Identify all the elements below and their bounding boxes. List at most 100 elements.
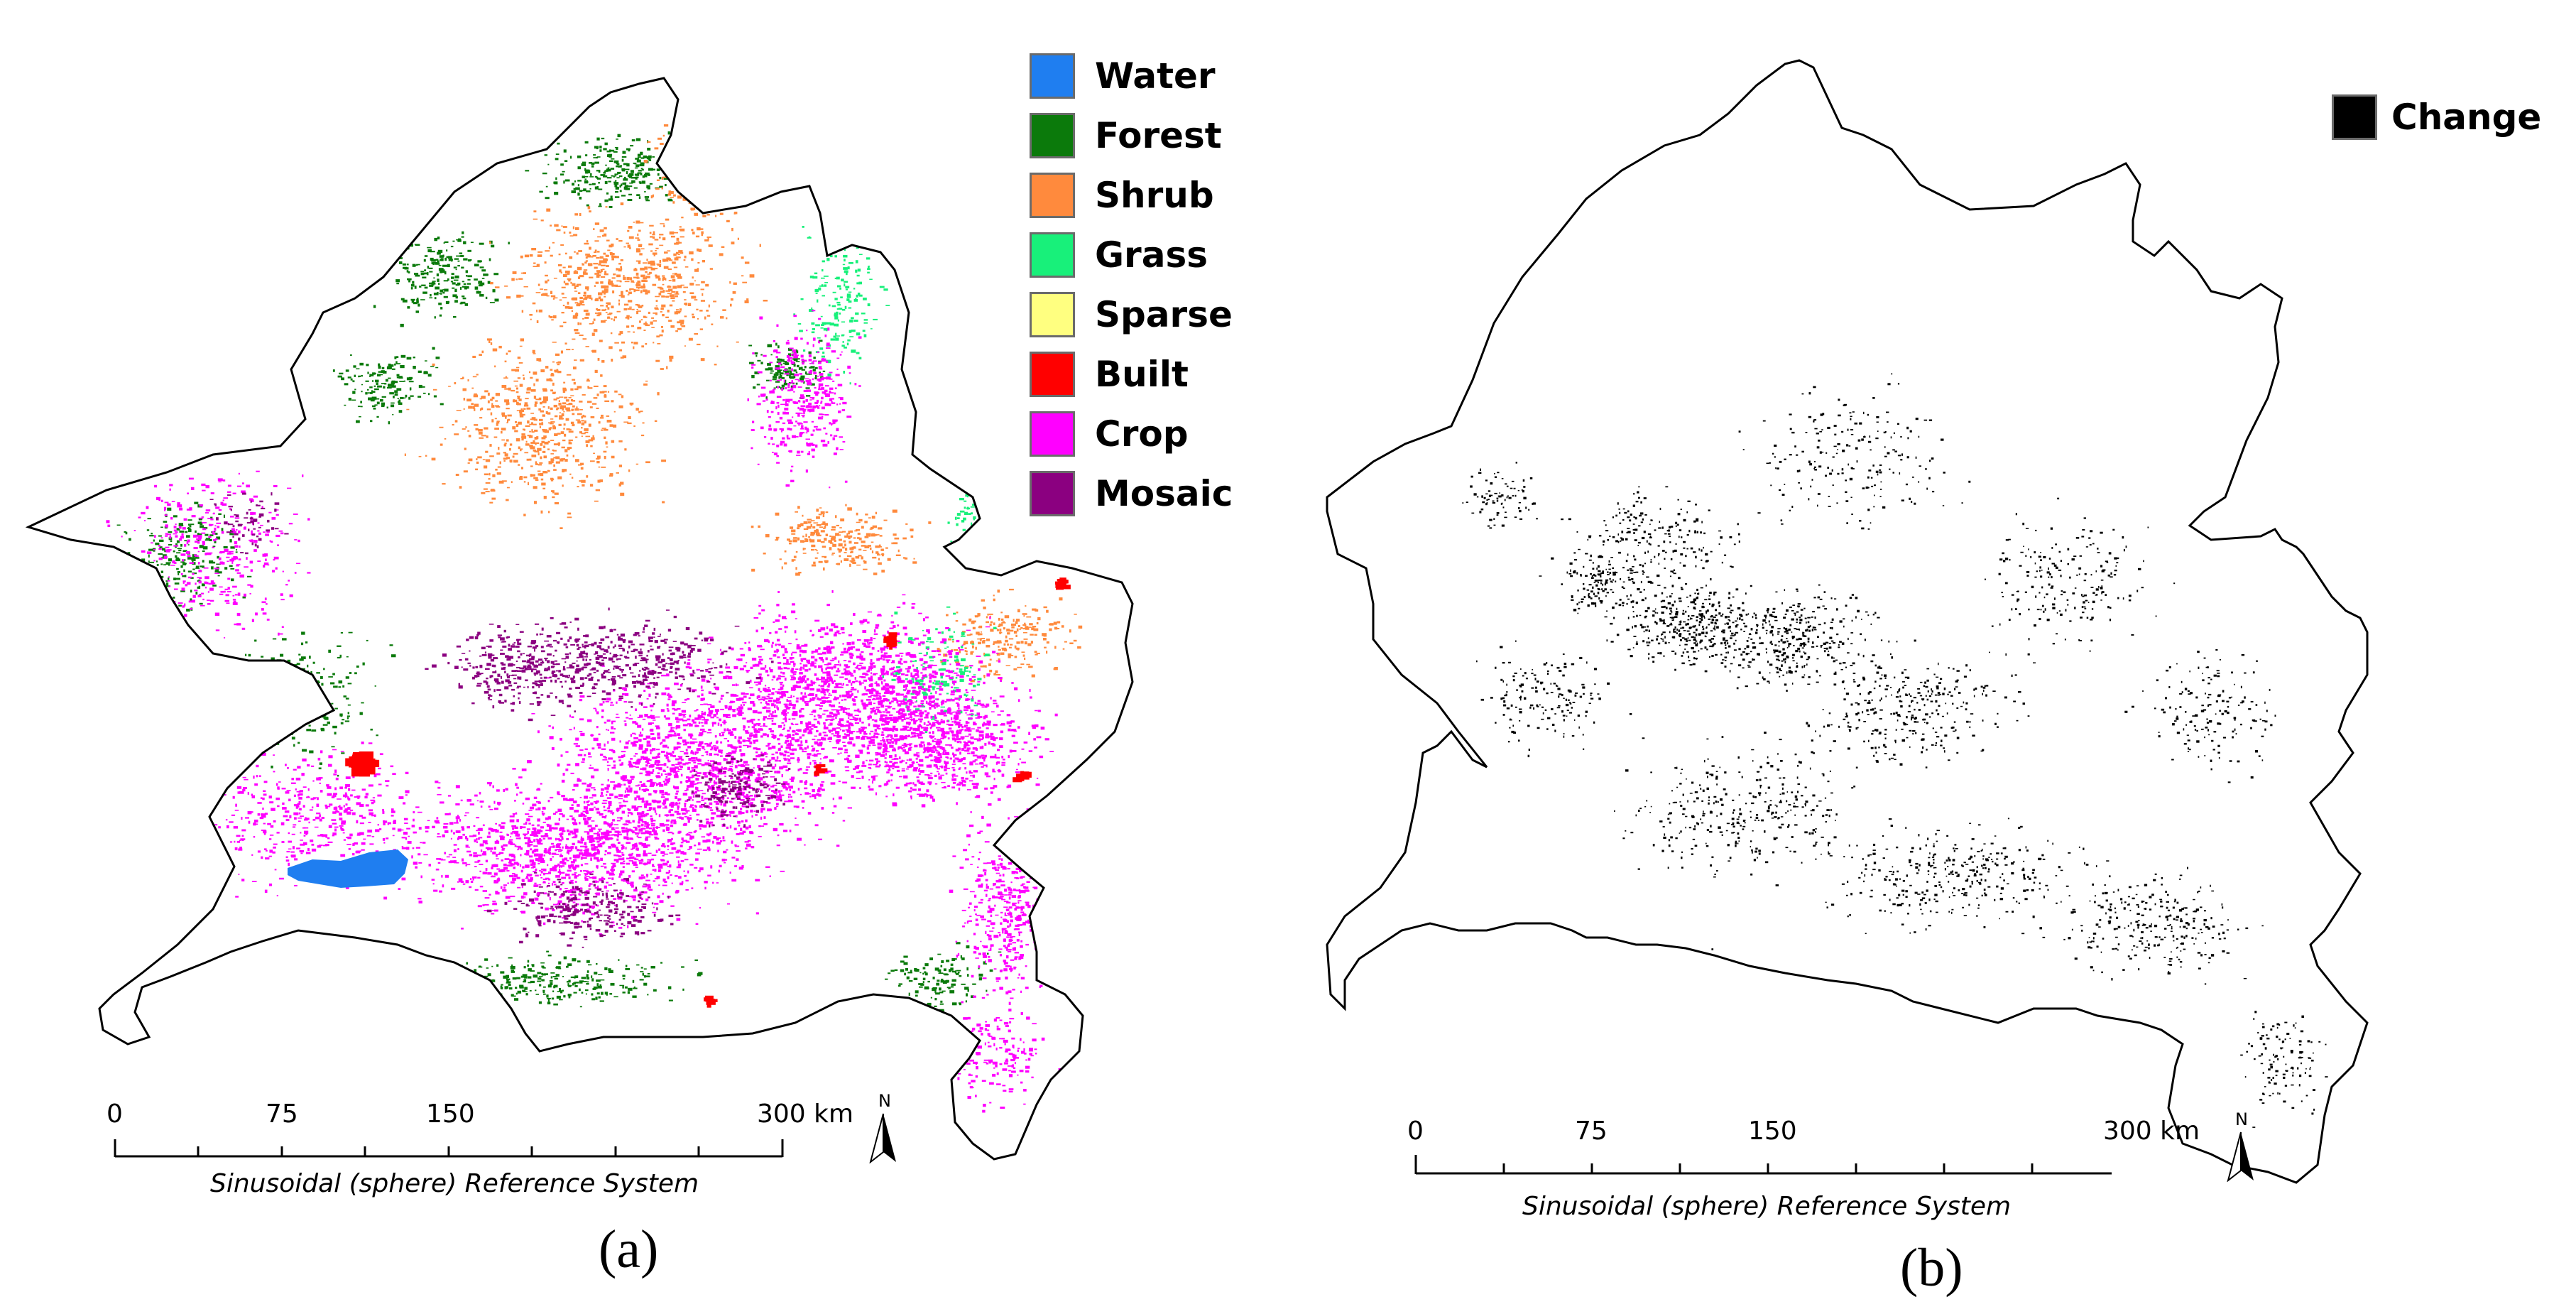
land-cover-pixel-shrub — [653, 313, 656, 314]
land-cover-pixel-shrub — [496, 421, 500, 424]
land-cover-pixel-shrub — [700, 170, 704, 173]
land-cover-pixel-grass — [971, 698, 974, 702]
land-cover-pixel-crop — [780, 733, 782, 736]
land-cover-pixel-forest — [808, 351, 812, 354]
land-cover-pixel-grass — [815, 293, 818, 294]
land-cover-pixel-shrub — [498, 345, 502, 349]
land-cover-pixel-shrub — [593, 263, 599, 265]
land-cover-pixel-grass — [835, 332, 837, 336]
land-cover-pixel-forest — [403, 397, 406, 399]
land-cover-pixel-forest — [978, 977, 982, 981]
land-cover-pixel-shrub — [640, 434, 645, 437]
land-cover-pixel-shrub — [742, 281, 747, 283]
land-cover-pixel-shrub — [564, 283, 569, 286]
land-cover-pixel-forest — [610, 149, 615, 152]
land-cover-pixel-forest — [448, 977, 451, 979]
land-cover-pixel-shrub — [637, 281, 641, 283]
land-cover-pixel-shrub — [594, 285, 596, 287]
land-cover-pixel-forest — [596, 979, 601, 982]
land-cover-pixel-forest — [633, 187, 638, 189]
land-cover-pixel-crop — [765, 665, 767, 668]
land-cover-pixel-forest — [543, 986, 546, 988]
land-cover-pixel-shrub — [822, 521, 826, 525]
land-cover-pixel-forest — [178, 523, 183, 526]
land-cover-pixel-forest — [442, 269, 445, 272]
land-cover-pixel-crop — [777, 675, 781, 677]
land-cover-pixel-crop — [796, 644, 800, 647]
land-cover-pixel-shrub — [546, 378, 551, 381]
land-cover-pixel-forest — [940, 965, 943, 967]
land-cover-pixel-crop — [725, 666, 731, 669]
land-cover-pixel-crop — [731, 763, 733, 765]
land-cover-pixel-shrub — [842, 531, 846, 533]
land-cover-pixel-forest — [333, 685, 338, 688]
land-cover-pixel-shrub — [571, 298, 577, 300]
land-cover-pixel-shrub — [1013, 668, 1017, 670]
land-cover-pixel-grass — [915, 680, 920, 683]
land-cover-pixel-forest — [454, 997, 460, 999]
land-cover-pixel-shrub — [479, 398, 482, 400]
land-cover-pixel-shrub — [659, 244, 664, 246]
land-cover-pixel-crop — [839, 695, 841, 697]
land-cover-pixel-shrub — [893, 533, 897, 536]
land-cover-pixel-forest — [640, 151, 643, 156]
land-cover-pixel-forest — [776, 361, 782, 364]
land-cover-pixel-crop — [870, 710, 873, 714]
land-cover-pixel-forest — [639, 163, 645, 167]
land-cover-pixel-shrub — [711, 150, 714, 152]
land-cover-pixel-forest — [777, 345, 780, 349]
land-cover-pixel-shrub — [657, 343, 661, 344]
land-cover-pixel-forest — [538, 1001, 542, 1004]
land-cover-pixel-forest — [417, 370, 422, 374]
land-cover-pixel-shrub — [600, 268, 603, 272]
land-cover-pixel-forest — [525, 170, 530, 172]
land-cover-pixel-forest — [229, 533, 234, 536]
land-cover-pixel-forest — [337, 375, 342, 378]
land-cover-pixel-crop — [764, 639, 769, 642]
land-cover-pixel-shrub — [987, 613, 989, 616]
land-cover-pixel-crop — [897, 669, 901, 672]
land-cover-pixel-forest — [749, 362, 754, 364]
land-cover-pixel-crop — [901, 703, 906, 705]
land-cover-pixel-forest — [374, 404, 378, 406]
land-cover-pixel-crop — [966, 629, 971, 631]
land-cover-pixel-shrub — [820, 511, 825, 514]
land-cover-pixel-grass — [826, 328, 828, 332]
land-cover-pixel-shrub — [650, 250, 653, 252]
land-cover-pixel-grass — [915, 660, 917, 662]
land-cover-pixel-forest — [488, 997, 491, 999]
land-cover-pixel-crop — [781, 722, 785, 724]
land-cover-pixel-crop — [968, 683, 973, 685]
land-cover-pixel-forest — [913, 977, 918, 980]
land-cover-pixel-crop — [799, 649, 803, 653]
land-cover-pixel-forest — [638, 196, 641, 200]
land-cover-pixel-crop — [843, 708, 847, 710]
land-cover-pixel-forest — [310, 671, 312, 675]
land-cover-pixel-forest — [959, 1003, 961, 1006]
land-cover-pixel-forest — [553, 181, 557, 184]
land-cover-pixel-forest — [604, 199, 608, 202]
land-cover-pixel-shrub — [530, 442, 535, 444]
land-cover-pixel-crop — [751, 658, 757, 661]
land-cover-pixel-shrub — [746, 298, 749, 302]
land-cover-pixel-forest — [432, 347, 435, 350]
land-cover-pixel-crop — [814, 718, 817, 720]
land-cover-pixel-shrub — [554, 501, 559, 505]
land-cover-pixel-shrub — [577, 486, 579, 488]
land-cover-pixel-shrub — [971, 640, 973, 642]
land-cover-pixel-crop — [984, 754, 987, 758]
land-cover-pixel-shrub — [550, 407, 553, 411]
land-cover-pixel-forest — [342, 719, 345, 721]
land-cover-pixel-shrub — [570, 395, 574, 396]
land-cover-pixel-grass — [929, 641, 934, 643]
land-cover-pixel-shrub — [648, 243, 653, 246]
land-cover-pixel-shrub — [703, 163, 706, 167]
land-cover-pixel-shrub — [535, 418, 537, 421]
land-cover-pixel-crop — [863, 619, 868, 622]
land-cover-pixel-shrub — [668, 288, 673, 292]
land-cover-pixel-grass — [939, 659, 944, 661]
land-cover-pixel-crop — [861, 764, 867, 767]
land-cover-pixel-shrub — [726, 174, 731, 177]
land-cover-pixel-shrub — [481, 396, 485, 399]
land-cover-pixel-shrub — [590, 445, 593, 447]
